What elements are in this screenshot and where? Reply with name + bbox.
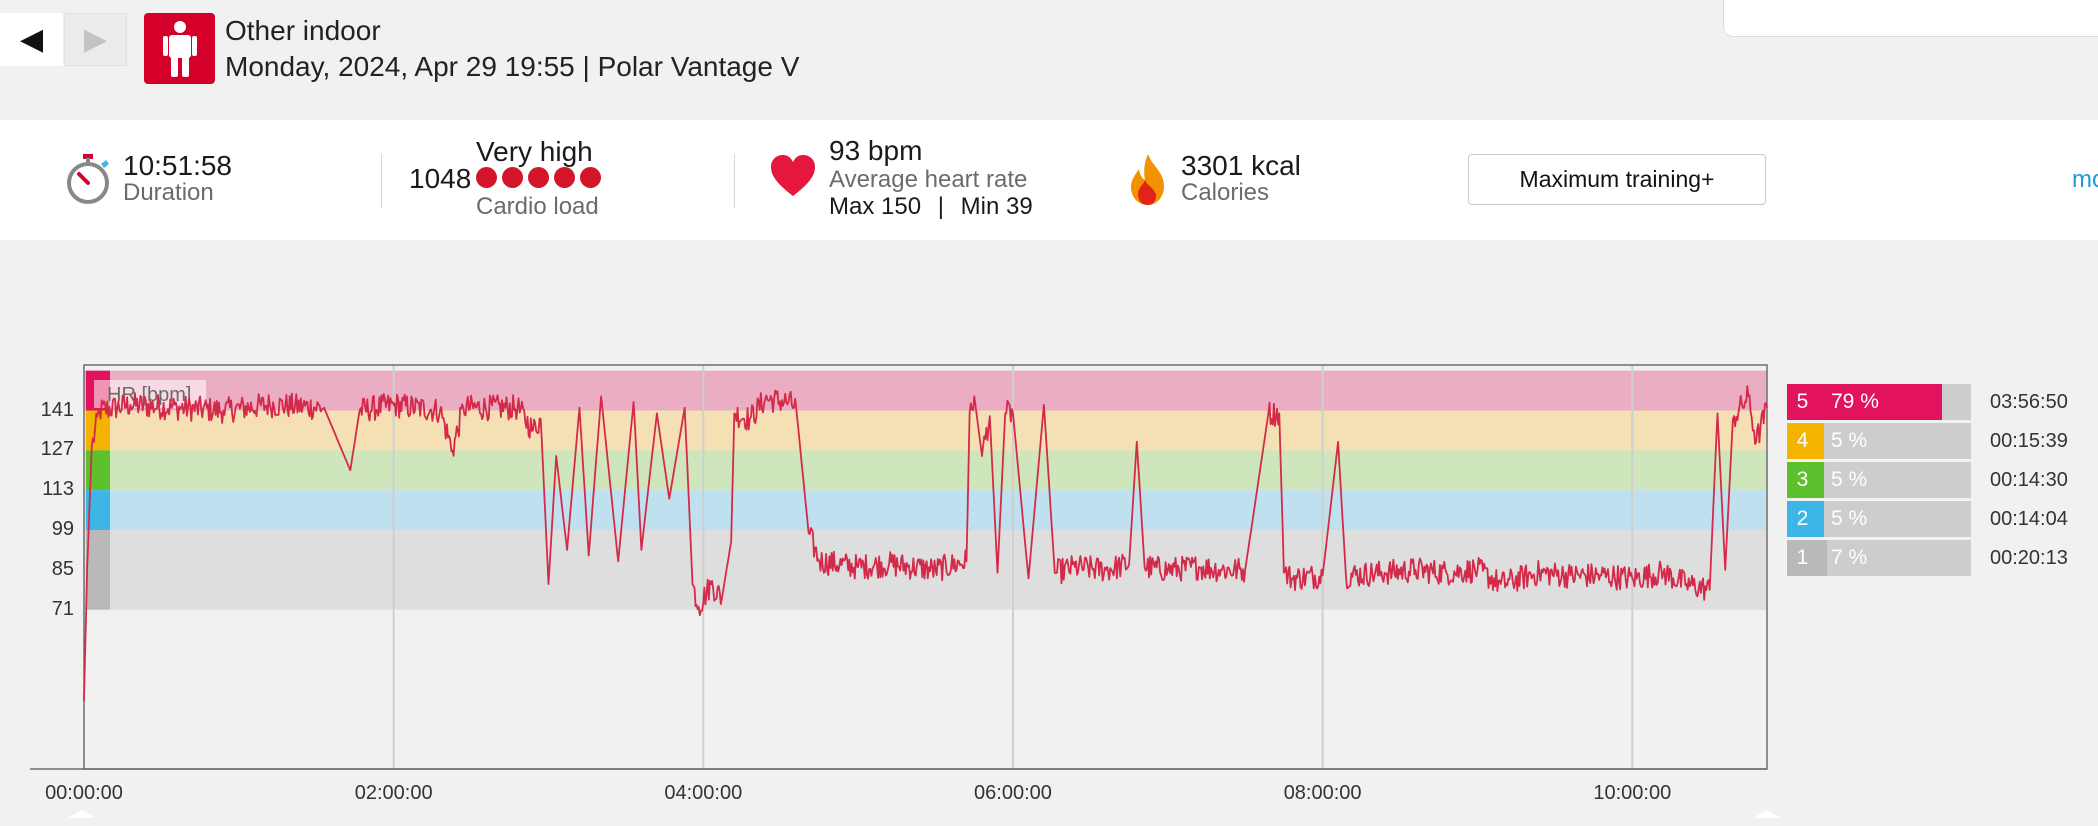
y-tick-label: 141	[40, 398, 74, 421]
summary-bar	[0, 120, 2098, 240]
top-right-panel	[1723, 0, 2098, 37]
zone-number: 4	[1787, 423, 1818, 459]
zone-side-marker-4	[86, 410, 110, 451]
heart-icon	[771, 155, 815, 196]
divider	[381, 154, 382, 208]
zone-band-4	[84, 410, 1767, 451]
cardio-dot	[476, 167, 497, 188]
hr-max: Max 150	[829, 193, 922, 220]
avg-hr-label: Average heart rate	[829, 166, 1028, 193]
hr-axis-label: HR [bpm]	[107, 384, 191, 406]
cardio-dot	[502, 167, 523, 188]
cardio-load-dots	[476, 167, 606, 191]
zone-time: 03:56:50	[1990, 391, 2068, 413]
x-tick-label: 06:00:00	[974, 782, 1052, 804]
zone-number: 5	[1787, 384, 1818, 420]
zone-time: 00:20:13	[1990, 547, 2068, 569]
duration-value: 10:51:58	[123, 150, 232, 181]
hr-series-line	[83, 385, 1768, 701]
zone-time: 00:15:39	[1990, 430, 2068, 452]
y-tick-label: 99	[51, 518, 74, 540]
zone-percent-label: 7 %	[1831, 546, 1868, 569]
zone-row-2[interactable]: 2 5 %	[1787, 501, 1971, 537]
cardio-dot	[554, 167, 575, 188]
zone-row-3[interactable]: 3 5 %	[1787, 462, 1971, 498]
y-tick-label: 113	[42, 478, 74, 501]
zone-band-5	[84, 370, 1767, 411]
y-tick-label: 127	[40, 438, 74, 461]
calories-label: Calories	[1181, 179, 1270, 206]
zone-side-marker-1	[86, 530, 110, 610]
hr-min: Min 39	[960, 193, 1033, 220]
zone-percent-label: 5 %	[1831, 507, 1868, 530]
zone-row-5[interactable]: 5 79 %	[1787, 384, 1971, 420]
cardio-value: 1048	[409, 163, 472, 194]
zone-row-4[interactable]: 4 5 %	[1787, 423, 1971, 459]
cardio-label: Cardio load	[476, 193, 599, 220]
zone-time: 00:14:30	[1990, 469, 2068, 491]
y-tick-label: 71	[51, 597, 74, 620]
zone-bands	[84, 370, 1767, 610]
stopwatch-icon	[67, 154, 109, 204]
zone-percent-label: 5 %	[1831, 468, 1868, 491]
session-subtitle: Monday, 2024, Apr 29 19:55 | Polar Vanta…	[225, 51, 800, 82]
training-benefit-button[interactable]: Maximum training+	[1468, 154, 1766, 205]
zone-percent-label: 79 %	[1831, 390, 1879, 413]
cardio-level: Very high	[476, 136, 593, 167]
x-tick-label: 00:00:00	[45, 782, 123, 804]
zone-number: 1	[1787, 540, 1818, 576]
duration-label: Duration	[123, 179, 214, 206]
x-tick-label: 10:00:00	[1593, 782, 1672, 804]
range-handle-end[interactable]	[1753, 810, 1780, 818]
zone-band-3	[84, 450, 1767, 491]
x-tick-label: 08:00:00	[1283, 782, 1362, 804]
hr-min-max: Max 150 | Min 39	[829, 193, 1033, 221]
zone-time: 00:14:04	[1990, 508, 2068, 530]
x-tick-label: 02:00:00	[354, 782, 433, 804]
person-icon	[162, 20, 197, 77]
zone-number: 3	[1787, 462, 1818, 498]
heart-rate-chart[interactable]: HR [bpm]	[0, 360, 1780, 826]
y-tick-label: 85	[51, 557, 74, 580]
zone-number: 2	[1787, 501, 1818, 537]
hr-separator: |	[937, 193, 944, 220]
cardio-dot	[528, 167, 549, 188]
sport-badge	[144, 13, 215, 84]
x-tick-label: 04:00:00	[664, 782, 743, 804]
more-link[interactable]: mo	[2072, 166, 2098, 193]
zone-row-1[interactable]: 1 7 %	[1787, 540, 1971, 576]
cardio-dot	[580, 167, 601, 188]
zone-band-2	[84, 490, 1767, 531]
grid-lines	[392, 365, 1634, 769]
zone-percent-label: 5 %	[1831, 429, 1868, 452]
previous-session-button[interactable]: ◀	[0, 13, 63, 66]
range-handle-start[interactable]	[68, 810, 96, 818]
flame-icon	[1131, 154, 1164, 205]
calories-value: 3301 kcal	[1181, 150, 1301, 181]
sport-name: Other indoor	[225, 15, 381, 46]
next-session-button[interactable]: ▶	[64, 13, 127, 66]
avg-hr-value: 93 bpm	[829, 135, 923, 166]
divider	[734, 154, 735, 208]
